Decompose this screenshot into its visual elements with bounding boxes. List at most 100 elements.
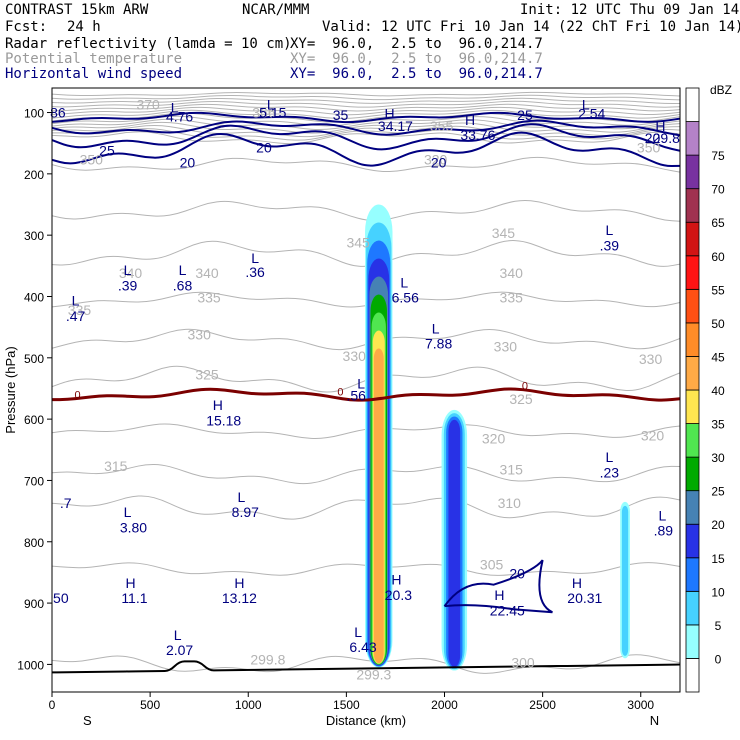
colorbar-segment: [685, 456, 700, 492]
fcst-value: 24 h: [67, 19, 101, 35]
colorbar-segment: [685, 255, 700, 290]
extremum-marker: L: [174, 627, 182, 643]
extremum-value: .39: [118, 277, 138, 293]
theta-label: 370: [136, 96, 160, 112]
theta-contour-upper: [52, 131, 680, 145]
y-tick-label: 600: [24, 413, 44, 427]
extremum-value: 2.54: [578, 106, 605, 122]
extremum-value: 29.8: [653, 130, 680, 146]
field-theta-xy: XY= 96.0, 2.5 to 96.0,214.7: [290, 51, 543, 67]
colorbar-segment: [685, 624, 700, 659]
y-tick-label: 800: [24, 536, 44, 550]
theta-label: 310: [498, 495, 522, 511]
theta-contour-upper: [52, 103, 680, 112]
theta-label: 300: [511, 654, 535, 670]
x-tick-label: 1500: [333, 698, 360, 712]
colorbar-segment: [685, 322, 700, 357]
extremum-marker: H: [494, 587, 504, 603]
y-tick-label: 400: [24, 290, 44, 304]
y-tick-label: 900: [24, 597, 44, 611]
extremum-marker: L: [354, 624, 362, 640]
theta-label: 299.3: [356, 667, 391, 683]
colorbar-segment: [685, 523, 700, 559]
theta-label: 315: [500, 461, 524, 477]
extremum-value: .39: [600, 237, 620, 253]
terrain-line: [52, 660, 680, 674]
reflectivity-band: [448, 419, 461, 667]
colorbar-segment: [685, 188, 700, 223]
theta-label: 340: [119, 265, 143, 281]
extremum-value: .47: [66, 308, 86, 324]
y-tick-label: 700: [24, 474, 44, 488]
wind-label: 25: [99, 142, 115, 158]
colorbar-level-label: 65: [711, 216, 725, 230]
extremum-value: 33.76: [460, 127, 495, 143]
wind-label: 20: [256, 139, 272, 155]
theta-label: 345: [492, 225, 516, 241]
theta-label: 330: [188, 326, 212, 342]
wind-label: 25: [517, 107, 533, 123]
theta-contour-upper: [52, 118, 680, 131]
extremum-value: 15.18: [206, 412, 241, 428]
theta-contour: [52, 654, 680, 674]
extremum-value: 4.76: [166, 109, 193, 125]
theta-label: 325: [509, 391, 533, 407]
theta-contour-upper: [52, 121, 680, 134]
extremum-value: 2.07: [166, 642, 193, 658]
colorbar-unit: dBZ: [710, 83, 732, 97]
x-tick-label: 500: [140, 698, 160, 712]
y-tick-label: 300: [24, 229, 44, 243]
wind-contour: [52, 131, 680, 167]
extremum-value: .23: [600, 464, 620, 480]
y-tick-label: 100: [24, 107, 44, 121]
colorbar-segment: [685, 121, 700, 156]
x-tick-label: 2000: [431, 698, 458, 712]
theta-contour-upper: [52, 97, 680, 104]
x-tick-label: 1000: [235, 698, 262, 712]
extremum-value: 8.97: [232, 504, 259, 520]
extremum-marker: L: [582, 96, 590, 112]
theta-label: 320: [641, 428, 665, 444]
extremum-value: 13.12: [222, 590, 257, 606]
freezing-label: 0: [74, 390, 80, 402]
theta-label: 340: [500, 265, 524, 281]
extremum-value: 20.31: [567, 590, 602, 606]
theta-contour: [52, 365, 680, 393]
theta-contour: [52, 156, 680, 173]
y-tick-label: 200: [24, 168, 44, 182]
theta-label: 345: [346, 234, 370, 250]
field-wind-name: Horizontal wind speed: [5, 66, 183, 82]
theta-label: 330: [343, 348, 367, 364]
theta-contour-upper: [52, 106, 680, 116]
colorbar-segment: [685, 288, 700, 324]
extremum-value: 22.45: [490, 602, 525, 618]
theta-contour: [52, 562, 680, 576]
colorbar-segment: [685, 87, 700, 122]
theta-contour: [52, 199, 680, 222]
extremum-marker: L: [605, 449, 613, 465]
extremum-marker: H: [391, 572, 401, 588]
colorbar-segment: [685, 389, 700, 424]
theta-contour: [52, 291, 680, 308]
extremum-marker: H: [125, 575, 135, 591]
extremum-value: 20.3: [385, 587, 412, 603]
theta-label: 330: [494, 339, 518, 355]
freezing-level-line: [52, 387, 680, 402]
extremum-marker: L: [171, 100, 179, 116]
extremum-marker: H: [384, 106, 394, 122]
colorbar-segment: [685, 154, 700, 190]
x-axis-label: Distance (km): [326, 713, 406, 728]
extremum-value: 6.43: [349, 639, 376, 655]
wind-label: 20: [645, 130, 661, 146]
theta-label: 305: [480, 556, 504, 572]
colorbar-segment: [685, 423, 700, 458]
theta-contour-upper: [52, 94, 680, 101]
center-name: NCAR/MMM: [242, 2, 310, 18]
extremum-marker: L: [251, 250, 259, 266]
extremum-marker: L: [357, 375, 365, 391]
y-axis-label: Pressure (hPa): [3, 346, 18, 433]
extremum-value: .7: [60, 495, 72, 511]
colorbar-segment: [685, 221, 700, 257]
valid-time: Valid: 12 UTC Fri 10 Jan 14 (22 ChT Fri …: [322, 19, 740, 35]
